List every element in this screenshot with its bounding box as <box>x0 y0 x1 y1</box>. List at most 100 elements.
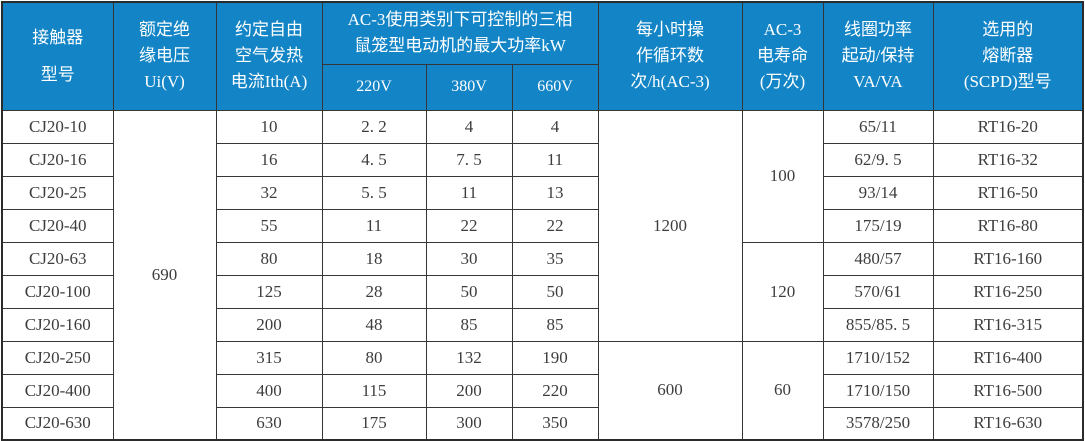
cell-380v: 30 <box>425 241 513 276</box>
table-row: CJ20-63 80 18 30 35 120 480/57 RT16-160 <box>1 241 1084 342</box>
cell-fuse: RT16-500 <box>932 373 1084 408</box>
cell-model: CJ20-10 <box>1 109 114 144</box>
cell-coil: 1710/150 <box>822 373 934 408</box>
cell-220v: 28 <box>321 274 427 309</box>
table-row: CJ20-16 16 4. 5 7. 5 11 62/9. 5 RT16-32 <box>1 142 1084 177</box>
cell-cycles-merged-top: 1200 <box>597 109 743 342</box>
table-header: 接触器 型号 额定绝 缘电压 Ui(V) 约定自由 空气发热 电流Ith(A) … <box>1 1 1084 111</box>
cell-660v: 22 <box>511 208 599 243</box>
cell-660v: 13 <box>511 175 599 210</box>
cell-220v: 5. 5 <box>321 175 427 210</box>
cell-ith: 630 <box>215 406 323 441</box>
cell-ith: 315 <box>215 340 323 375</box>
cell-660v: 190 <box>511 340 599 375</box>
cell-ith: 32 <box>215 175 323 210</box>
cell-380v: 4 <box>425 109 513 144</box>
cell-model: CJ20-25 <box>1 175 114 210</box>
cell-380v: 200 <box>425 373 513 408</box>
cell-life-merged-top: 100 <box>741 109 824 243</box>
header-thermal-current: 约定自由 空气发热 电流Ith(A) <box>215 1 323 111</box>
cell-380v: 7. 5 <box>425 142 513 177</box>
cell-coil: 480/57 <box>822 241 934 276</box>
cell-380v: 85 <box>425 307 513 342</box>
cell-220v: 2. 2 <box>321 109 427 144</box>
table-row: CJ20-25 32 5. 5 11 13 93/14 RT16-50 <box>1 175 1084 210</box>
cell-model: CJ20-400 <box>1 373 114 408</box>
cell-fuse: RT16-400 <box>932 340 1084 375</box>
cell-coil: 62/9. 5 <box>822 142 934 177</box>
cell-380v: 22 <box>425 208 513 243</box>
cell-380v: 50 <box>425 274 513 309</box>
cell-coil: 3578/250 <box>822 406 934 441</box>
cell-life-merged-bottom: 60 <box>741 340 824 441</box>
cell-220v: 4. 5 <box>321 142 427 177</box>
cell-220v: 18 <box>321 241 427 276</box>
table-row: CJ20-400 400 115 200 220 1710/150 RT16-5… <box>1 373 1084 408</box>
cell-model: CJ20-100 <box>1 274 114 309</box>
header-660v: 660V <box>511 63 599 111</box>
header-coil-power: 线圈功率 起动/保持 VA/VA <box>822 1 934 111</box>
table-row: CJ20-160 200 48 85 85 855/85. 5 RT16-315 <box>1 307 1084 342</box>
cell-fuse: RT16-20 <box>932 109 1084 144</box>
cell-660v: 4 <box>511 109 599 144</box>
cell-220v: 11 <box>321 208 427 243</box>
cell-380v: 300 <box>425 406 513 441</box>
cell-fuse: RT16-80 <box>932 208 1084 243</box>
cell-model: CJ20-160 <box>1 307 114 342</box>
cell-ith: 10 <box>215 109 323 144</box>
cell-fuse: RT16-50 <box>932 175 1084 210</box>
cell-ith: 55 <box>215 208 323 243</box>
cell-380v: 11 <box>425 175 513 210</box>
table-row: CJ20-100 125 28 50 50 570/61 RT16-250 <box>1 274 1084 309</box>
table-row: CJ20-630 630 175 300 350 3578/250 RT16-6… <box>1 406 1084 441</box>
cell-660v: 85 <box>511 307 599 342</box>
cell-ith: 400 <box>215 373 323 408</box>
cell-coil: 1710/152 <box>822 340 934 375</box>
table-row: CJ20-40 55 11 22 22 175/19 RT16-80 <box>1 208 1084 243</box>
cell-coil: 175/19 <box>822 208 934 243</box>
cell-220v: 80 <box>321 340 427 375</box>
cell-660v: 11 <box>511 142 599 177</box>
cell-model: CJ20-250 <box>1 340 114 375</box>
header-electrical-life: AC-3 电寿命 (万次) <box>741 1 824 111</box>
cell-220v: 48 <box>321 307 427 342</box>
cell-coil: 65/11 <box>822 109 934 144</box>
cell-ith: 80 <box>215 241 323 276</box>
cell-fuse: RT16-32 <box>932 142 1084 177</box>
cell-model: CJ20-63 <box>1 241 114 276</box>
cell-coil: 93/14 <box>822 175 934 210</box>
header-insulation-voltage: 额定绝 缘电压 Ui(V) <box>112 1 217 111</box>
cell-220v: 115 <box>321 373 427 408</box>
cell-model: CJ20-16 <box>1 142 114 177</box>
cell-cycles-merged-bottom: 600 <box>597 340 743 441</box>
cell-life-merged-mid: 120 <box>741 241 824 342</box>
cell-ith: 125 <box>215 274 323 309</box>
header-380v: 380V <box>425 63 513 111</box>
cell-model: CJ20-40 <box>1 208 114 243</box>
header-fuse-model: 选用的 熔断器 (SCPD)型号 <box>932 1 1084 111</box>
header-max-power-group: AC-3使用类别下可控制的三相 鼠笼型电动机的最大功率kW <box>321 1 599 65</box>
cell-ui-merged: 690 <box>112 109 217 441</box>
cell-fuse: RT16-315 <box>932 307 1084 342</box>
cell-coil: 570/61 <box>822 274 934 309</box>
cell-coil: 855/85. 5 <box>822 307 934 342</box>
header-model: 接触器 型号 <box>1 1 114 111</box>
cell-fuse: RT16-630 <box>932 406 1084 441</box>
cell-fuse: RT16-250 <box>932 274 1084 309</box>
cell-ith: 16 <box>215 142 323 177</box>
cell-660v: 220 <box>511 373 599 408</box>
header-220v: 220V <box>321 63 427 111</box>
cell-660v: 350 <box>511 406 599 441</box>
cell-fuse: RT16-160 <box>932 241 1084 276</box>
cell-model: CJ20-630 <box>1 406 114 441</box>
cell-ith: 200 <box>215 307 323 342</box>
cell-660v: 50 <box>511 274 599 309</box>
table-body: CJ20-10 690 10 2. 2 4 4 1200 100 65/11 R… <box>1 109 1084 441</box>
cell-380v: 132 <box>425 340 513 375</box>
table-row: CJ20-10 690 10 2. 2 4 4 1200 100 65/11 R… <box>1 109 1084 441</box>
table-row: CJ20-250 315 80 132 190 600 60 1710/152 … <box>1 340 1084 441</box>
header-operating-cycles: 每小时操 作循环数 次/h(AC-3) <box>597 1 743 111</box>
cell-220v: 175 <box>321 406 427 441</box>
cell-660v: 35 <box>511 241 599 276</box>
